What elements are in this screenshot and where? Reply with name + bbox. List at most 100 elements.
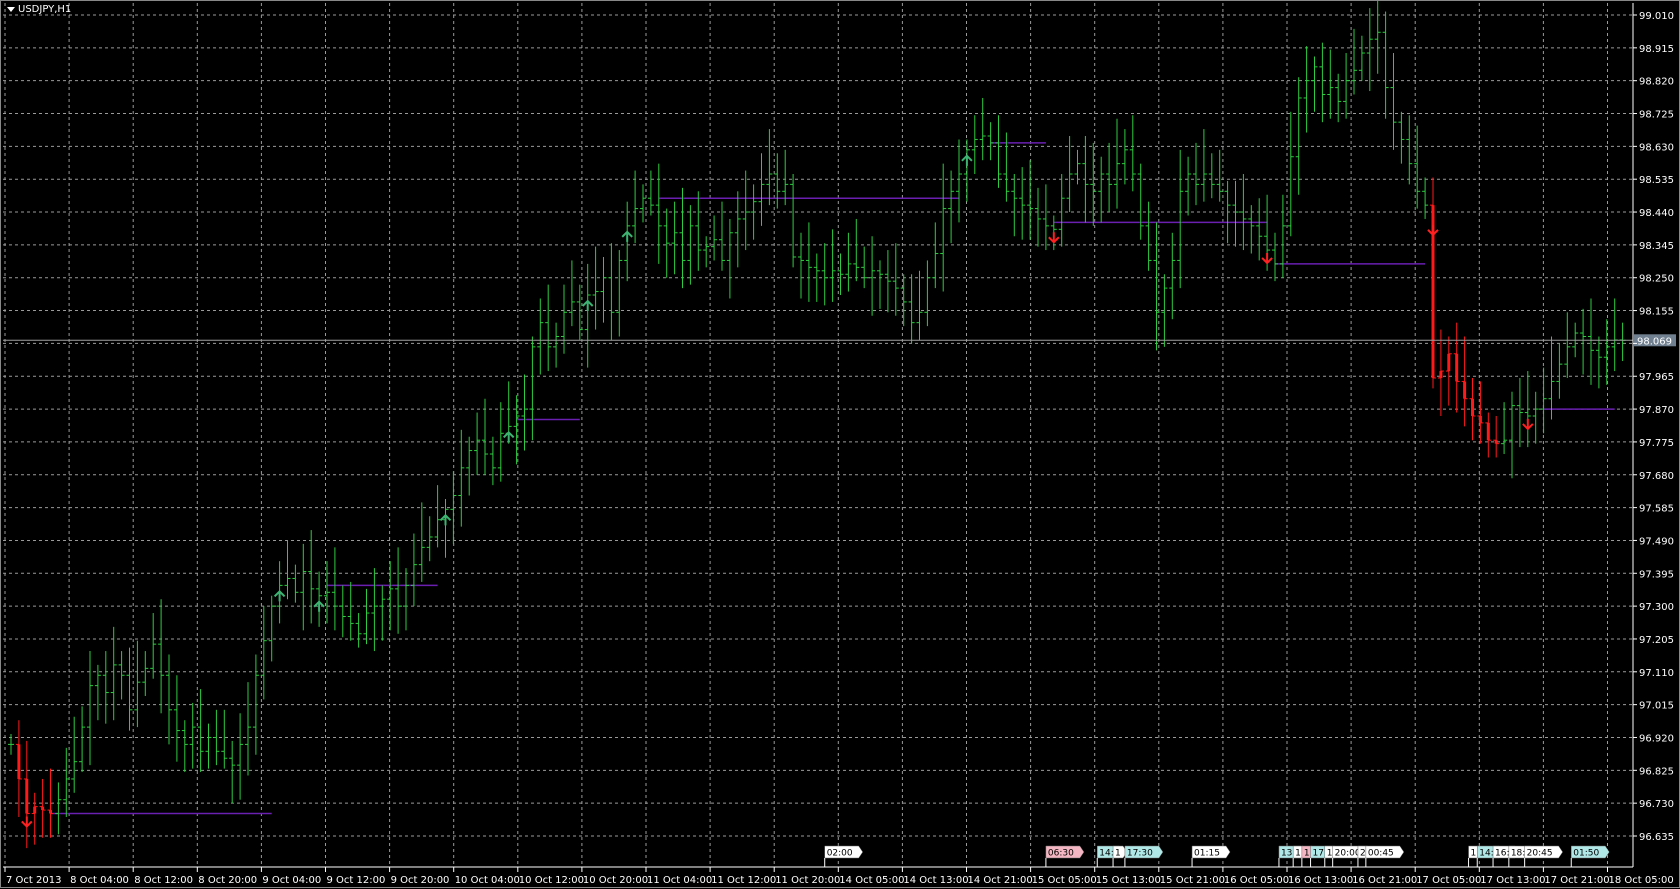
event-marker[interactable]: 02:00: [824, 845, 864, 867]
price-bar: [1153, 222, 1160, 351]
price-bar: [1619, 322, 1626, 362]
price-bar: [1406, 115, 1413, 185]
price-bar: [869, 236, 876, 316]
price-bar: [497, 402, 504, 482]
price-bar: [237, 713, 244, 800]
price-bar: [829, 229, 836, 302]
price-bar: [561, 284, 567, 354]
event-label: 18:: [1511, 849, 1525, 859]
price-bar: [1509, 391, 1515, 479]
price-bar: [932, 222, 939, 289]
price-label: 97.490: [1639, 536, 1674, 547]
price-bar: [924, 260, 931, 327]
price-label: 98.155: [1639, 307, 1674, 318]
price-bar: [1035, 187, 1041, 247]
event-marker[interactable]: 20:45: [1524, 845, 1563, 867]
event-label: 20:00: [1335, 849, 1361, 859]
time-label: 14 Oct 05:00: [839, 875, 904, 886]
price-bar: [1185, 156, 1192, 216]
dropdown-triangle-icon[interactable]: [7, 7, 15, 12]
price-bar: [1556, 343, 1563, 399]
price-bar: [1603, 319, 1610, 385]
down-arrow-icon: [1427, 224, 1439, 237]
event-label: 02:00: [827, 849, 853, 859]
time-label: 15 Oct 13:00: [1096, 875, 1161, 886]
price-bar: [205, 723, 212, 769]
price-bar: [1595, 336, 1602, 389]
event-label: 00:45: [1368, 849, 1394, 859]
price-bar: [1137, 163, 1144, 240]
down-arrow-icon: [21, 816, 33, 828]
price-bar: [853, 218, 860, 282]
price-bar: [308, 530, 315, 624]
price-bar: [466, 436, 473, 496]
price-bar: [1437, 329, 1444, 416]
bid-price-badge: [1634, 334, 1676, 347]
bar-body: [1494, 440, 1498, 444]
price-bar: [1382, 11, 1389, 119]
price-bar: [300, 543, 307, 631]
event-flag: [1365, 845, 1405, 859]
price-bar: [568, 260, 575, 327]
price-bar: [213, 709, 220, 766]
event-marker[interactable]: 01:15: [1191, 845, 1231, 867]
price-bar: [1121, 129, 1128, 185]
price-bar: [553, 322, 560, 368]
price-bar: [790, 174, 797, 268]
price-bar: [331, 547, 338, 631]
price-bar: [126, 647, 133, 731]
price-bar: [1319, 42, 1326, 123]
event-label: 1: [1304, 849, 1310, 859]
time-label: 7 Oct 2013: [6, 875, 61, 886]
price-bar: [877, 260, 883, 309]
time-label: 9 Oct 04:00: [262, 875, 321, 886]
event-label: 1: [1115, 849, 1121, 859]
price-bar: [189, 702, 196, 769]
price-bar: [813, 253, 820, 302]
price-bar: [434, 485, 441, 548]
price-bar: [1090, 142, 1097, 226]
price-bar: [418, 502, 425, 582]
event-marker[interactable]: 01:50: [1570, 845, 1610, 867]
time-label: 15 Oct 05:00: [1032, 875, 1097, 886]
price-label: 97.110: [1639, 668, 1674, 679]
price-bar: [110, 626, 117, 721]
event-label: 1: [1295, 849, 1301, 859]
event-label: 13:: [1281, 849, 1295, 859]
price-bar: [15, 720, 22, 817]
price-bar: [79, 706, 86, 773]
price-bar: [1374, 1, 1381, 74]
price-bar: [1445, 336, 1452, 406]
price-bar: [1279, 194, 1286, 278]
event-label: 01:15: [1194, 849, 1220, 859]
price-bar: [458, 429, 465, 527]
event-marker[interactable]: 17:30: [1124, 845, 1164, 867]
price-bar: [379, 585, 386, 641]
price-bar: [150, 613, 157, 679]
price-bar: [403, 568, 409, 631]
price-bar: [782, 149, 789, 206]
price-bar: [474, 412, 481, 475]
price-bar: [55, 782, 62, 835]
price-bar: [1351, 28, 1357, 95]
time-label: 10 Oct 20:00: [583, 875, 648, 886]
price-bar: [324, 561, 330, 624]
price-bar: [979, 97, 986, 161]
price-bar: [987, 122, 994, 161]
price-bar: [600, 256, 607, 323]
event-marker[interactable]: 00:45: [1365, 845, 1405, 867]
chart-title[interactable]: USDJPY,H1: [7, 4, 71, 15]
price-bar: [1485, 412, 1492, 458]
time-label: 15 Oct 21:00: [1160, 875, 1225, 886]
price-bar: [355, 613, 362, 648]
price-label: 98.820: [1639, 77, 1674, 88]
price-bar: [608, 243, 615, 340]
time-label: 8 Oct 20:00: [198, 875, 257, 886]
price-bar: [679, 187, 686, 289]
price-bar: [805, 222, 812, 302]
event-marker[interactable]: 06:30: [1045, 845, 1085, 867]
price-bar: [1066, 135, 1073, 213]
price-bar: [1532, 391, 1539, 444]
